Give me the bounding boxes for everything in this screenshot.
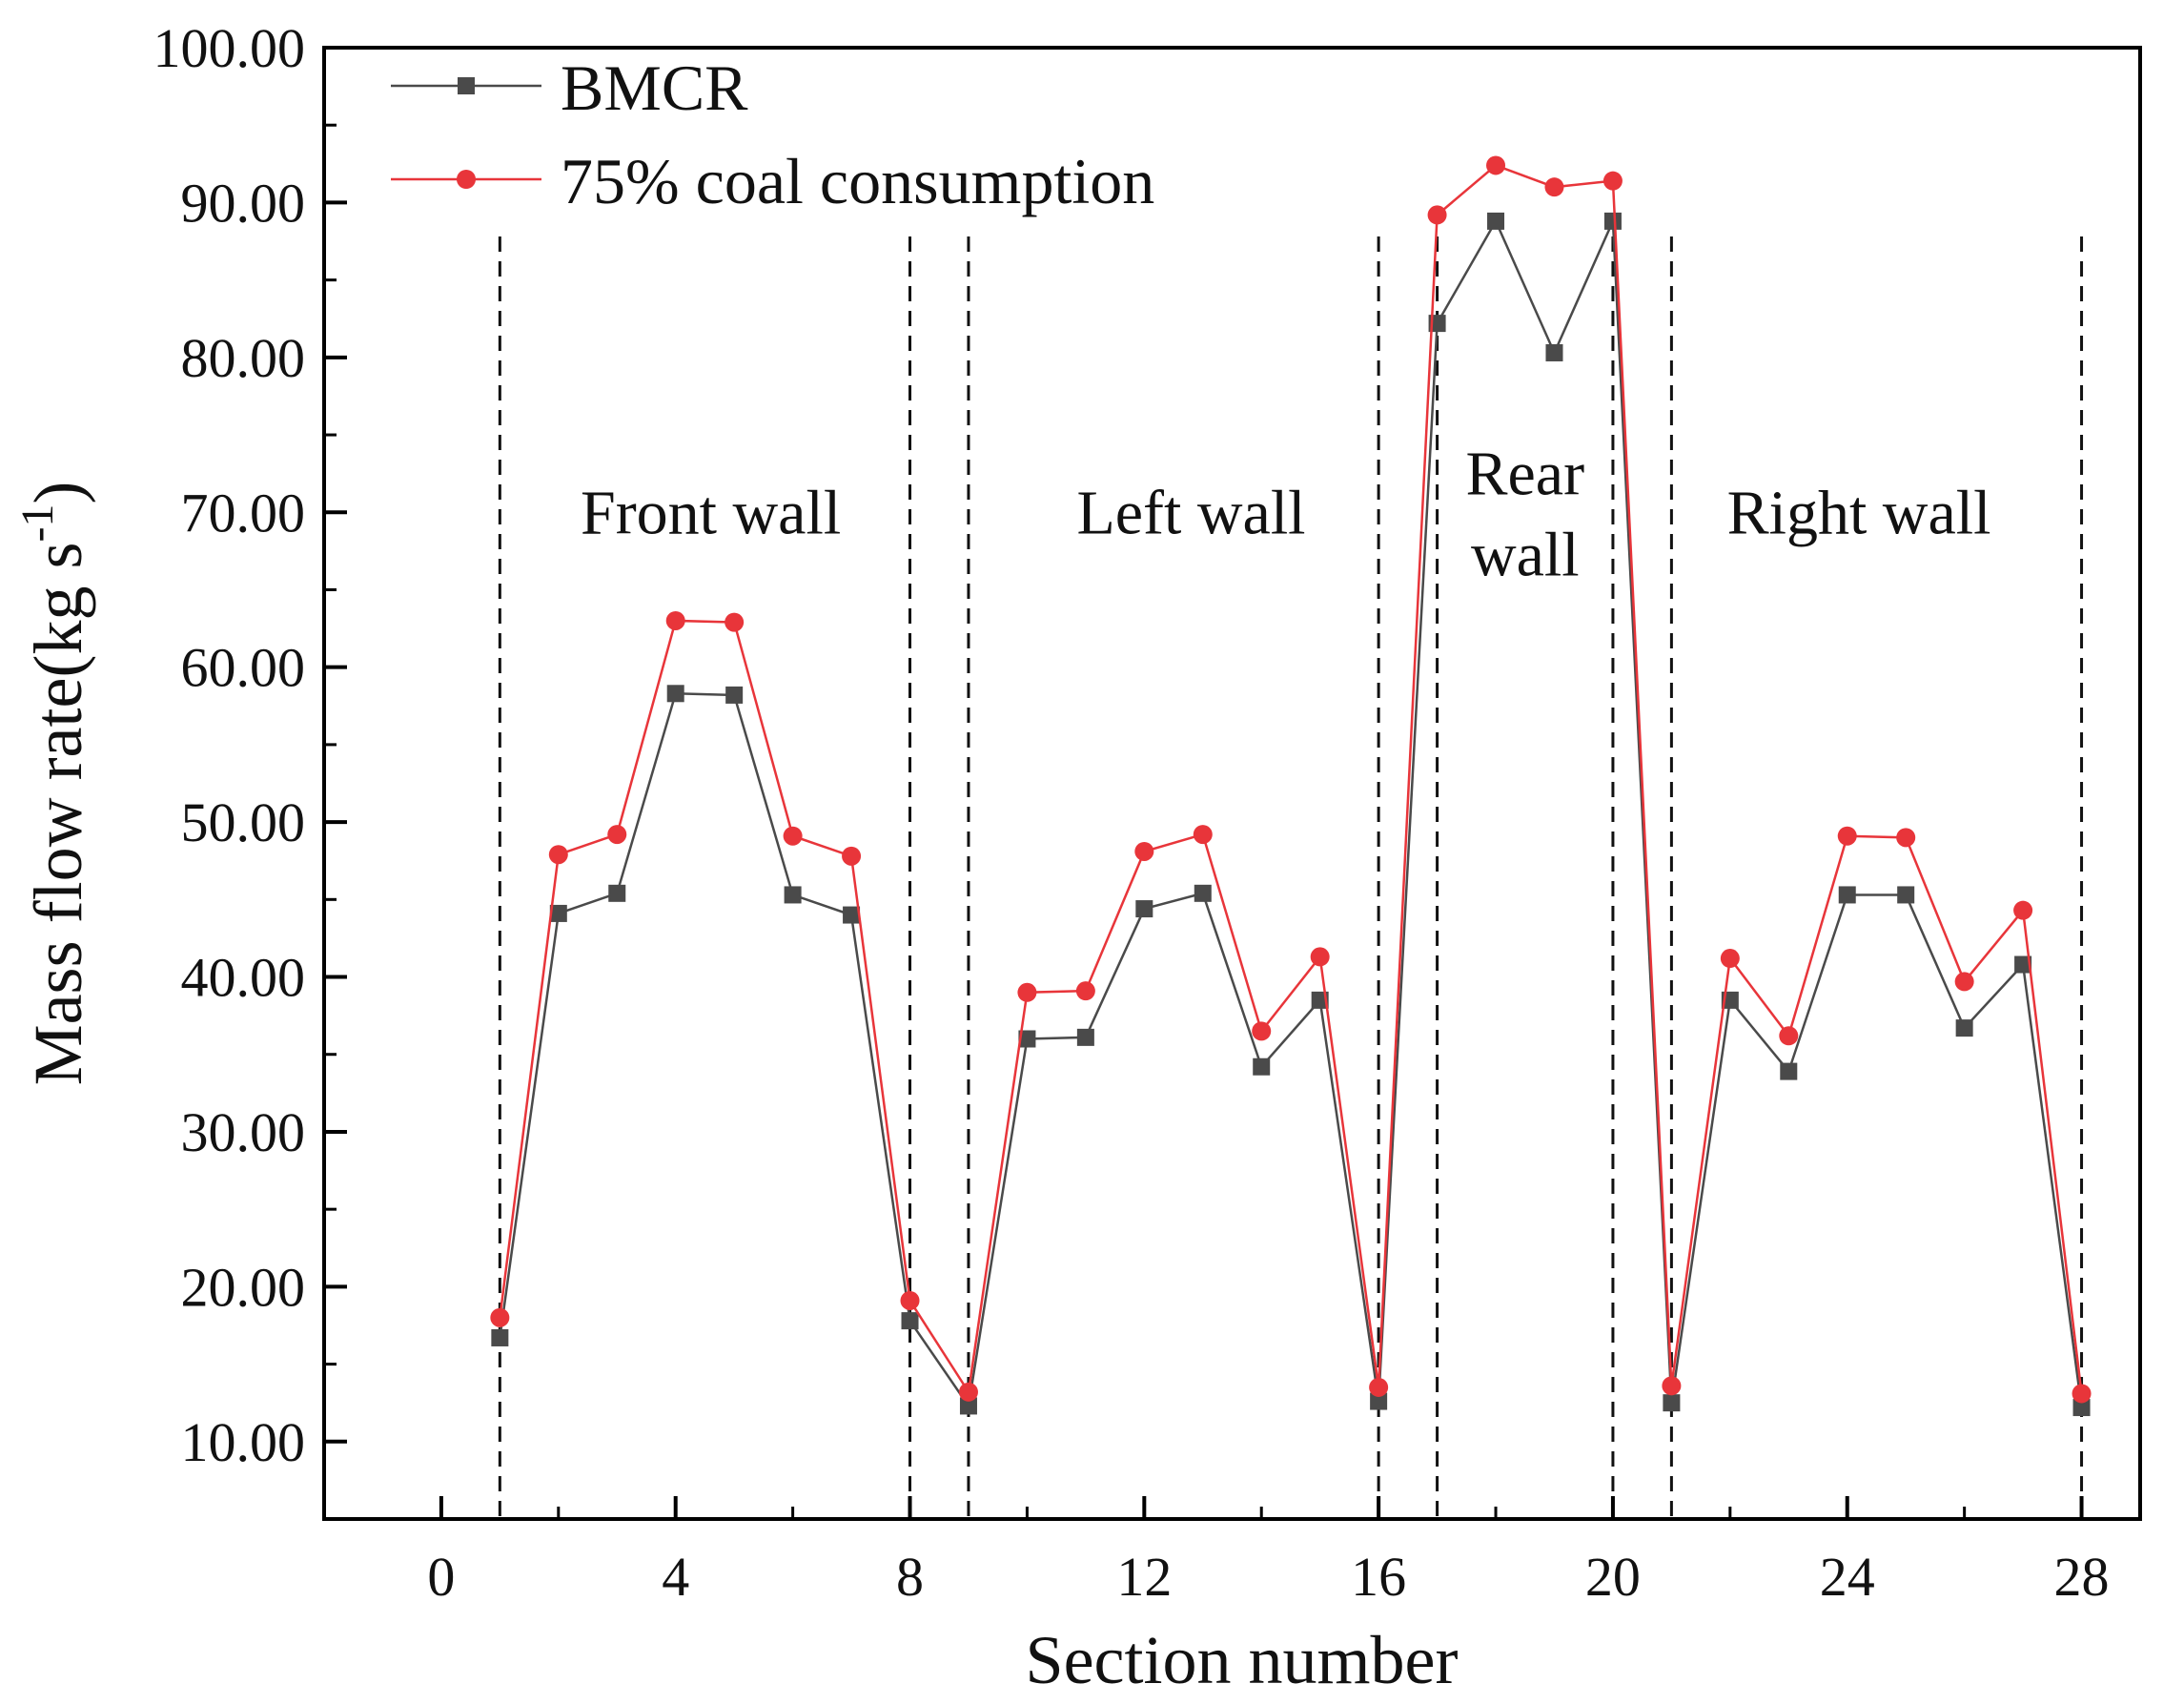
data-point [725, 686, 744, 704]
data-point [490, 1307, 510, 1327]
legend-marker [457, 170, 476, 189]
data-point [843, 906, 861, 924]
data-point [1954, 972, 1974, 992]
data-point [548, 845, 568, 865]
data-point [1663, 1394, 1681, 1412]
data-point [1838, 886, 1856, 904]
series-layer [490, 155, 2092, 1417]
data-point [1779, 1026, 1799, 1046]
series-line [499, 164, 2083, 1396]
y-tick-label: 90.00 [181, 172, 306, 234]
data-point [1602, 171, 1623, 191]
y-tick-label: 10.00 [181, 1411, 306, 1473]
axes: 10.00 20.00 30.00 40.00 50.00 60.00 70.00 80.00… [12, 17, 2142, 1698]
region-label: Rear [1465, 440, 1584, 509]
y-tick-label: 60.00 [181, 637, 306, 699]
data-point [1955, 1019, 1973, 1037]
region-label: wall [1471, 521, 1580, 590]
data-point [1194, 884, 1212, 902]
data-point [1075, 981, 1095, 1001]
series-bmcr [491, 212, 2091, 1417]
data-point [491, 1328, 509, 1346]
data-point [1427, 205, 1447, 225]
data-point [959, 1397, 977, 1415]
legend-marker [458, 77, 475, 94]
data-point [1370, 1392, 1388, 1410]
data-point [2072, 1384, 2092, 1404]
y-axis-label-superscript: -1 [12, 504, 63, 543]
data-point [958, 1382, 978, 1402]
wall-region-labels: Front wall Left wall Rear wall Right wall [581, 440, 1990, 590]
data-point [1018, 1030, 1036, 1048]
x-axis-label: Section number [1026, 1622, 1459, 1698]
y-axis-label: Mass flow rate(kg s-1) [12, 482, 96, 1086]
y-tick-label: 30.00 [181, 1101, 306, 1163]
x-tick-label: 12 [1116, 1546, 1172, 1608]
data-point [784, 886, 802, 904]
data-point [725, 612, 745, 632]
x-tick-label: 20 [1585, 1546, 1641, 1608]
data-point [666, 685, 684, 703]
y-axis-label-suffix: ) [20, 482, 96, 504]
data-point [1253, 1057, 1271, 1076]
data-point [1310, 947, 1330, 967]
data-point [1662, 1376, 1682, 1396]
legend-label: 75% coal consumption [561, 145, 1154, 217]
x-tick-label: 4 [662, 1546, 689, 1608]
x-tick-label: 28 [2054, 1546, 2110, 1608]
x-tick-label: 0 [427, 1546, 455, 1608]
data-point [1193, 825, 1213, 845]
data-point [1603, 212, 1622, 230]
plot-frame [322, 46, 2142, 1521]
legend-item: 75% coal consumption [391, 145, 1154, 217]
data-point [1486, 155, 1506, 175]
data-point [1135, 900, 1153, 918]
y-tick-label: 20.00 [181, 1256, 306, 1318]
data-point [1544, 177, 1564, 197]
series-line [499, 218, 2083, 1409]
data-point [1076, 1028, 1094, 1046]
data-point [1017, 982, 1037, 1002]
region-label: Right wall [1727, 478, 1991, 547]
data-point [1545, 343, 1563, 361]
data-point [607, 825, 627, 845]
legend-item: BMCR [391, 51, 748, 124]
data-point [1897, 886, 1915, 904]
data-point [608, 884, 626, 902]
y-tick-label: 100.00 [153, 17, 306, 79]
x-tick-label: 24 [1820, 1546, 1875, 1608]
x-tick-label: 8 [896, 1546, 924, 1608]
data-point [1134, 841, 1154, 861]
data-point [2014, 955, 2032, 974]
region-label: Front wall [581, 478, 841, 547]
region-label: Left wall [1076, 478, 1305, 547]
data-point [1487, 212, 1505, 230]
legend-label: BMCR [561, 51, 748, 124]
data-point [1837, 826, 1857, 846]
data-point [1252, 1021, 1272, 1041]
data-point [1369, 1377, 1389, 1397]
y-tick-label: 40.00 [181, 947, 306, 1009]
data-point [665, 610, 685, 630]
y-axis-label-main: Mass flow rate(kg s [20, 543, 96, 1086]
data-point [1780, 1062, 1798, 1080]
data-point [2072, 1399, 2091, 1417]
series-coal-75 [490, 155, 2092, 1404]
legend: BMCR 75% coal consumption [391, 51, 1154, 217]
data-point [2013, 900, 2033, 920]
data-point [783, 826, 803, 846]
data-point [1896, 828, 1916, 848]
y-tick-label: 70.00 [181, 482, 306, 544]
x-tick-label: 16 [1351, 1546, 1406, 1608]
data-point [549, 904, 567, 922]
data-point [901, 1312, 919, 1330]
data-point [1720, 949, 1740, 969]
data-point [900, 1290, 920, 1310]
data-point [842, 846, 862, 866]
y-tick-label: 50.00 [181, 791, 306, 853]
y-tick-label: 80.00 [181, 327, 306, 389]
